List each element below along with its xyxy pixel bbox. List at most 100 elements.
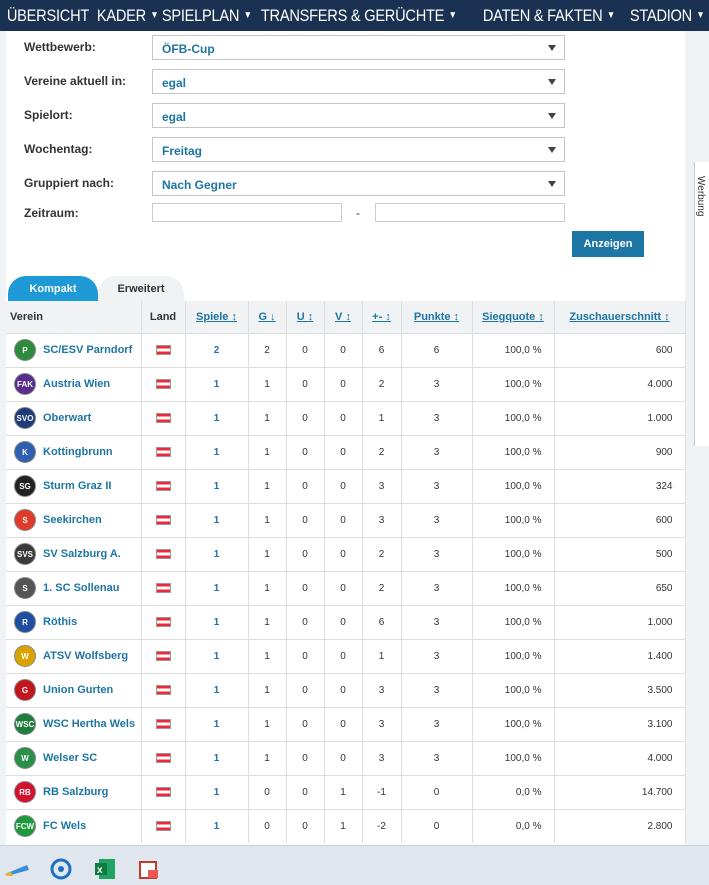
losses-cell: 0 [324, 706, 363, 741]
club-crest-icon[interactable]: S [14, 509, 36, 531]
tab-extended[interactable]: Erweitert [98, 276, 184, 301]
col-header-points[interactable]: Punkte ↕ [401, 301, 473, 333]
matches-link[interactable]: 1 [213, 582, 220, 594]
club-name-link[interactable]: Union Gurten [43, 684, 114, 696]
table-header-row: Verein Land Spiele ↕ G ↓ U ↕ V ↕ +- ↕ Pu… [6, 301, 686, 333]
nav-item-4[interactable]: Daten & Fakten ▼ [476, 6, 615, 26]
wins-cell: 1 [248, 706, 287, 741]
nav-item-3[interactable]: Transfers & Gerüchte ▼ [254, 6, 457, 26]
col-header-matches[interactable]: Spiele ↕ [185, 301, 249, 333]
matches-link[interactable]: 1 [213, 548, 220, 560]
nav-item-0[interactable]: Übersicht [0, 6, 89, 26]
matches-cell[interactable]: 1 [185, 808, 249, 843]
chat-icon[interactable] [48, 856, 74, 882]
diff-cell: 3 [362, 706, 402, 741]
weekday-select[interactable]: Freitag [152, 137, 565, 162]
matches-link[interactable]: 1 [213, 514, 220, 526]
matches-cell[interactable]: 1 [185, 774, 249, 809]
matches-cell[interactable]: 1 [185, 604, 249, 639]
club-crest-icon[interactable]: FAK [14, 373, 36, 395]
nav-item-1[interactable]: Kader ▼ [90, 6, 158, 26]
club-crest-icon[interactable]: S [14, 577, 36, 599]
matches-link[interactable]: 1 [213, 480, 220, 492]
matches-link[interactable]: 1 [213, 786, 220, 798]
matches-cell[interactable]: 1 [185, 536, 249, 571]
matches-cell[interactable]: 1 [185, 400, 249, 435]
matches-cell[interactable]: 1 [185, 638, 249, 673]
matches-link[interactable]: 1 [213, 446, 220, 458]
club-cell: FAK Austria Wien [6, 366, 142, 401]
matches-cell[interactable]: 2 [185, 332, 249, 367]
nav-item-2[interactable]: Spielplan ▼ [155, 6, 252, 26]
club-crest-icon[interactable]: W [14, 645, 36, 667]
club-name-link[interactable]: SV Salzburg A. [43, 548, 121, 560]
col-header-attendance[interactable]: Zuschauerschnitt ↕ [554, 301, 686, 333]
pencil-icon[interactable] [4, 856, 30, 882]
matches-link[interactable]: 1 [213, 718, 220, 730]
club-name-link[interactable]: FC Wels [43, 820, 87, 833]
col-header-diff[interactable]: +- ↕ [362, 301, 402, 333]
matches-link[interactable]: 2 [213, 344, 220, 356]
wins-cell: 1 [248, 740, 287, 775]
show-button[interactable]: Anzeigen [572, 231, 644, 257]
club-crest-icon[interactable]: K [14, 441, 36, 463]
draws-cell: 0 [286, 774, 325, 809]
nav-item-5[interactable]: Stadion ▼ [623, 6, 705, 26]
matches-link[interactable]: 1 [213, 650, 220, 662]
club-crest-icon[interactable]: SVO [14, 407, 36, 429]
competition-select[interactable]: ÖFB-Cup [152, 35, 565, 60]
matches-link[interactable]: 1 [213, 820, 220, 832]
chevron-down-icon: ▼ [606, 10, 615, 21]
club-crest-icon[interactable]: P [14, 339, 36, 361]
matches-cell[interactable]: 1 [185, 366, 249, 401]
excel-icon[interactable]: x [92, 856, 118, 882]
venue-select[interactable]: egal [152, 103, 565, 128]
col-header-losses[interactable]: V ↕ [324, 301, 363, 333]
club-crest-icon[interactable]: SVS [14, 543, 36, 565]
matches-cell[interactable]: 1 [185, 434, 249, 469]
club-name-link[interactable]: Austria Wien [43, 378, 111, 390]
col-header-win-rate[interactable]: Siegquote ↕ [472, 301, 555, 333]
grouped-by-select[interactable]: Nach Gegner [152, 171, 565, 196]
club-name-link[interactable]: Röthis [43, 616, 78, 628]
club-name-link[interactable]: 1. SC Sollenau [43, 582, 120, 594]
matches-link[interactable]: 1 [213, 752, 220, 764]
matches-cell[interactable]: 1 [185, 502, 249, 537]
club-crest-icon[interactable]: R [14, 611, 36, 633]
club-name-link[interactable]: WSC Hertha Wels [43, 718, 136, 730]
competition-label: Wettbewerb: [24, 40, 96, 54]
period-from-input[interactable] [152, 203, 342, 222]
club-crest-icon[interactable]: WSC [14, 713, 36, 735]
period-to-input[interactable] [375, 203, 565, 222]
club-crest-icon[interactable]: G [14, 679, 36, 701]
wins-cell: 1 [248, 638, 287, 673]
club-crest-icon[interactable]: RB [14, 781, 36, 803]
matches-cell[interactable]: 1 [185, 740, 249, 775]
matches-link[interactable]: 1 [213, 378, 220, 390]
club-name-link[interactable]: SC/ESV Parndorf [43, 344, 133, 356]
club-name-link[interactable]: RB Salzburg [43, 786, 109, 798]
club-name-link[interactable]: Oberwart [43, 412, 92, 424]
matches-link[interactable]: 1 [213, 684, 220, 696]
club-crest-icon[interactable]: FCW [14, 815, 36, 838]
matches-cell[interactable]: 1 [185, 672, 249, 707]
club-crest-icon[interactable]: W [14, 747, 36, 769]
matches-cell[interactable]: 1 [185, 468, 249, 503]
club-name-link[interactable]: Sturm Graz II [43, 480, 112, 492]
matches-link[interactable]: 1 [213, 616, 220, 628]
attendance-cell: 650 [554, 570, 686, 605]
col-header-wins[interactable]: G ↓ [248, 301, 287, 333]
club-crest-icon[interactable]: SG [14, 475, 36, 497]
matches-cell[interactable]: 1 [185, 570, 249, 605]
club-name-link[interactable]: ATSV Wolfsberg [43, 650, 129, 662]
matches-cell[interactable]: 1 [185, 706, 249, 741]
nav-item-6[interactable]: Historie▼ [704, 6, 709, 26]
current-clubs-select[interactable]: egal [152, 69, 565, 94]
club-name-link[interactable]: Kottingbrunn [43, 446, 113, 458]
club-name-link[interactable]: Seekirchen [43, 514, 102, 526]
tab-compact[interactable]: Kompakt [8, 276, 98, 301]
club-name-link[interactable]: Welser SC [43, 752, 98, 764]
col-header-draws[interactable]: U ↕ [286, 301, 325, 333]
app-icon[interactable] [136, 856, 162, 882]
matches-link[interactable]: 1 [213, 412, 220, 424]
